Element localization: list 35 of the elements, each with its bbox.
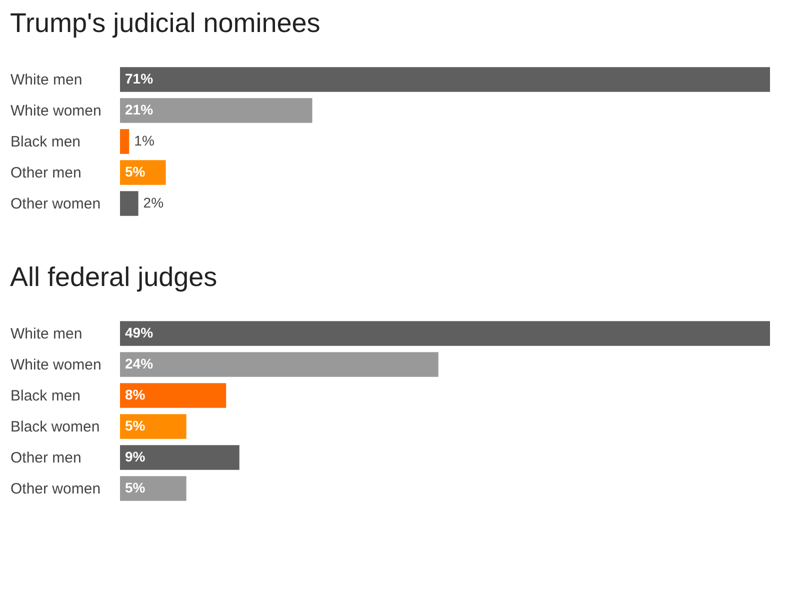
data-label: 1% (134, 132, 154, 148)
bar (120, 383, 226, 408)
data-label: 2% (143, 194, 164, 210)
y-tick-label: White women (10, 356, 102, 374)
y-tick-label: White men (10, 72, 82, 88)
chart-title: Trump's judicial nominees (10, 8, 320, 38)
data-label: 5% (125, 164, 146, 180)
y-tick-label: White men (10, 326, 82, 342)
y-tick-label: Black women (10, 418, 100, 436)
data-label: 5% (125, 480, 146, 496)
y-tick-label: Other women (10, 196, 101, 212)
y-tick-label: Other women (10, 480, 101, 498)
bar (120, 352, 438, 377)
bar (120, 414, 186, 439)
bar (120, 129, 130, 154)
bar (120, 160, 166, 185)
bar (120, 191, 138, 216)
bar (120, 98, 312, 123)
bar (120, 67, 770, 92)
y-tick-label: Other men (10, 450, 82, 466)
data-label: 21% (125, 102, 154, 118)
y-tick-label: Black men (10, 388, 81, 404)
data-label: 49% (125, 324, 154, 340)
y-tick-label: Black men (10, 134, 81, 150)
data-label: 71% (125, 70, 154, 86)
data-label: 8% (125, 386, 146, 402)
bar (120, 321, 770, 346)
data-label: 24% (125, 356, 154, 372)
y-tick-label: Other men (10, 164, 82, 182)
bar (120, 445, 240, 470)
data-label: 5% (125, 418, 146, 434)
chart-title: All federal judges (10, 262, 218, 292)
data-label: 9% (125, 448, 146, 464)
y-tick-label: White women (10, 102, 102, 120)
bar (120, 476, 186, 501)
